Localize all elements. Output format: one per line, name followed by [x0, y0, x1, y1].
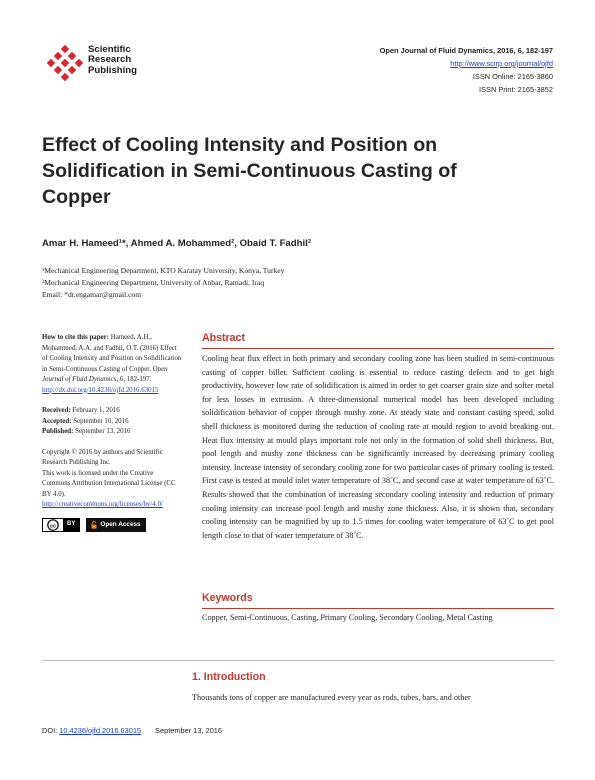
issn-online: ISSN Online: 2165-3860 — [472, 72, 553, 81]
cc-by-label: BY — [67, 521, 76, 528]
article-sidebar: How to cite this paper: Hameed, A.H., Mo… — [42, 333, 182, 532]
open-access-label: Open Access — [100, 520, 141, 528]
keywords-text: Copper, Semi-Continuous, Casting, Primar… — [202, 613, 493, 622]
cite-doi-link[interactable]: http://dx.doi.org/10.4236/ojfd.2016.6301… — [42, 386, 159, 394]
keywords-divider — [202, 608, 554, 609]
abstract-text: Cooling heat flux effect in both primary… — [202, 354, 554, 540]
dates-block: Received: February 1, 2016 Accepted: Sep… — [42, 406, 182, 438]
abstract-heading-block: Abstract — [202, 332, 554, 349]
accepted-label: Accepted: — [42, 417, 72, 425]
keywords-heading: Keywords — [202, 592, 253, 604]
affiliation-2: ²Mechanical Engineering Department, Univ… — [42, 278, 265, 287]
publisher-name-line: Scientific — [88, 44, 131, 55]
journal-citation: Open Journal of Fluid Dynamics, 2016, 6,… — [379, 46, 553, 55]
license-badges: cc BY Open Access — [42, 517, 182, 532]
svg-text:cc: cc — [50, 523, 56, 529]
section-divider — [42, 660, 554, 661]
cite-label: How to cite this paper: — [42, 334, 109, 341]
copyright-block: Copyright © 2016 by authors and Scientif… — [42, 448, 182, 511]
page-footer: DOI: 10.4236/ojfd.2016.63015 September 13… — [42, 726, 222, 735]
introduction-heading: 1. Introduction — [192, 671, 266, 683]
doi-label: DOI: — [42, 726, 60, 735]
received-label: Received: — [42, 407, 71, 414]
issn-print: ISSN Print: 2165-3852 — [479, 85, 553, 94]
received-date: February 1, 2016 — [72, 407, 120, 414]
publisher-name-line: Publishing — [88, 64, 138, 76]
cite-volume: , 6, 182-197. — [116, 376, 152, 383]
keywords-heading-block: Keywords — [202, 592, 554, 609]
journal-info: Open Journal of Fluid Dynamics, 2016, 6,… — [380, 44, 553, 96]
open-lock-icon — [91, 520, 97, 529]
license-url-link[interactable]: http://creativecommons.org/licenses/by/4… — [42, 501, 163, 508]
copyright-text: Copyright © 2016 by authors and Scientif… — [42, 448, 163, 467]
author-email: Email: *dr.engamar@gmail.com — [42, 290, 142, 299]
publisher-name: Scientific Research Publishing — [88, 44, 138, 76]
scientific-research-publishing-logo — [46, 44, 84, 82]
published-date: September 13, 2016 — [75, 428, 131, 435]
citation-block: How to cite this paper: Hameed, A.H., Mo… — [42, 333, 182, 396]
footer-date: September 13, 2016 — [155, 726, 223, 735]
journal-url-link[interactable]: http://www.scirp.org/journal/ojfd — [450, 59, 553, 68]
abstract-heading: Abstract — [202, 332, 245, 344]
affiliations: ¹Mechanical Engineering Department, KTO … — [42, 265, 284, 301]
open-access-badge[interactable]: Open Access — [86, 517, 146, 532]
doi-link[interactable]: 10.4236/ojfd.2016.63015 — [59, 726, 142, 735]
cc-by-badge[interactable]: cc BY — [42, 517, 81, 532]
publisher-logo: Scientific Research Publishing — [44, 44, 184, 86]
article-authors: Amar H. Hameed¹*, Ahmed A. Mohammed², Ob… — [42, 238, 312, 249]
abstract-divider — [202, 348, 554, 349]
creative-commons-icon: cc — [43, 518, 63, 531]
affiliation-1: ¹Mechanical Engineering Department, KTO … — [42, 266, 285, 275]
license-text: This work is licensed under the Creative… — [42, 469, 176, 498]
cite-text: Hameed, A.H., Mohammed, A.A. and Fadhil,… — [42, 334, 182, 373]
published-label: Published: — [42, 428, 74, 435]
article-title: Effect of Cooling Intensity and Position… — [42, 134, 457, 208]
publisher-name-line: Research — [88, 54, 132, 66]
accepted-date: September 10, 2016 — [73, 417, 129, 425]
introduction-text: Thousands tons of copper are manufacture… — [192, 693, 471, 702]
cite-journal: Open Journal of Fluid Dynamics — [42, 365, 168, 384]
